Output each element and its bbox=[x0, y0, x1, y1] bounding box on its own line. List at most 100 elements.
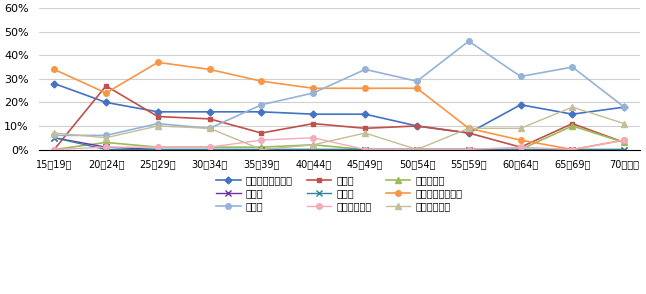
転　動 bbox=[620, 141, 628, 144]
Line: 生活の利便性: 生活の利便性 bbox=[52, 104, 627, 152]
住　宅 bbox=[568, 65, 576, 69]
住　宅 bbox=[465, 39, 473, 43]
就　学 bbox=[413, 148, 421, 151]
卒　業 bbox=[206, 148, 214, 151]
住　宅 bbox=[361, 68, 369, 71]
生活の利便性 bbox=[361, 131, 369, 135]
住　宅 bbox=[258, 103, 266, 106]
転　動 bbox=[517, 146, 525, 149]
生活の利便性 bbox=[309, 143, 317, 147]
卒　業 bbox=[102, 148, 110, 151]
生活の利便性 bbox=[568, 105, 576, 109]
Line: 就職・転職・転業: 就職・転職・転業 bbox=[52, 81, 627, 136]
就　学 bbox=[258, 148, 266, 151]
交通の利便性 bbox=[568, 148, 576, 151]
退職・廃業 bbox=[154, 146, 162, 149]
生活の利便性 bbox=[413, 148, 421, 151]
就職・転職・転業 bbox=[309, 112, 317, 116]
就　学 bbox=[102, 146, 110, 149]
結婚・離婚・縁組 bbox=[620, 138, 628, 142]
住　宅 bbox=[154, 122, 162, 125]
交通の利便性 bbox=[102, 146, 110, 149]
結婚・離婚・縁組 bbox=[102, 91, 110, 95]
卒　業 bbox=[50, 136, 58, 139]
生活の利便性 bbox=[258, 148, 266, 151]
就職・転職・転業 bbox=[465, 131, 473, 135]
生活の利便性 bbox=[50, 131, 58, 135]
交通の利便性 bbox=[50, 148, 58, 151]
Line: 転　動: 転 動 bbox=[52, 83, 627, 152]
就職・転職・転業 bbox=[258, 110, 266, 113]
転　動 bbox=[50, 148, 58, 151]
卒　業 bbox=[154, 148, 162, 151]
交通の利便性 bbox=[413, 148, 421, 151]
就職・転職・転業 bbox=[568, 112, 576, 116]
交通の利便性 bbox=[517, 146, 525, 149]
就　学 bbox=[50, 136, 58, 139]
就　学 bbox=[465, 148, 473, 151]
生活の利便性 bbox=[102, 136, 110, 139]
退職・廃業 bbox=[517, 148, 525, 151]
Line: 退職・廃業: 退職・廃業 bbox=[52, 123, 627, 152]
交通の利便性 bbox=[361, 148, 369, 151]
結婚・離婚・縁組 bbox=[361, 86, 369, 90]
生活の利便性 bbox=[465, 126, 473, 130]
退職・廃業 bbox=[568, 124, 576, 128]
卒　業 bbox=[517, 148, 525, 151]
結婚・離婚・縁組 bbox=[50, 68, 58, 71]
Line: 就　学: 就 学 bbox=[52, 135, 627, 152]
転　動 bbox=[258, 131, 266, 135]
転　動 bbox=[413, 124, 421, 128]
卒　業 bbox=[620, 148, 628, 151]
就　学 bbox=[568, 148, 576, 151]
生活の利便性 bbox=[206, 126, 214, 130]
退職・廃業 bbox=[50, 148, 58, 151]
住　宅 bbox=[413, 79, 421, 83]
結婚・離婚・縁組 bbox=[568, 148, 576, 151]
結婚・離婚・縁組 bbox=[517, 138, 525, 142]
退職・廃業 bbox=[309, 143, 317, 147]
退職・廃業 bbox=[413, 148, 421, 151]
住　宅 bbox=[206, 126, 214, 130]
就　学 bbox=[206, 148, 214, 151]
生活の利便性 bbox=[620, 122, 628, 125]
就　学 bbox=[154, 148, 162, 151]
結婚・離婚・縁組 bbox=[465, 126, 473, 130]
生活の利便性 bbox=[154, 124, 162, 128]
Line: 卒　業: 卒 業 bbox=[52, 135, 627, 152]
就職・転職・転業 bbox=[50, 82, 58, 85]
就　学 bbox=[309, 148, 317, 151]
就職・転職・転業 bbox=[620, 105, 628, 109]
Line: 住　宅: 住 宅 bbox=[52, 39, 627, 138]
交通の利便性 bbox=[258, 138, 266, 142]
転　動 bbox=[361, 126, 369, 130]
住　宅 bbox=[309, 91, 317, 95]
就　学 bbox=[620, 148, 628, 151]
退職・廃業 bbox=[361, 148, 369, 151]
Line: 交通の利便性: 交通の利便性 bbox=[52, 135, 627, 152]
結婚・離婚・縁組 bbox=[206, 68, 214, 71]
Legend: 就職・転職・転業, 就　学, 住　宅, 転　動, 卒　業, 交通の利便性, 退職・廃業, 結婚・離婚・縁組, 生活の利便性: 就職・転職・転業, 就 学, 住 宅, 転 動, 卒 業, 交通の利便性, 退職… bbox=[213, 171, 466, 215]
就職・転職・転業 bbox=[154, 110, 162, 113]
結婚・離婚・縁組 bbox=[154, 61, 162, 64]
住　宅 bbox=[517, 75, 525, 78]
卒　業 bbox=[309, 148, 317, 151]
生活の利便性 bbox=[517, 126, 525, 130]
転　動 bbox=[568, 122, 576, 125]
交通の利便性 bbox=[309, 136, 317, 139]
Line: 結婚・離婚・縁組: 結婚・離婚・縁組 bbox=[52, 60, 627, 152]
就　学 bbox=[517, 148, 525, 151]
退職・廃業 bbox=[102, 141, 110, 144]
就　学 bbox=[361, 148, 369, 151]
卒　業 bbox=[361, 148, 369, 151]
転　動 bbox=[154, 115, 162, 118]
結婚・離婚・縁組 bbox=[413, 86, 421, 90]
転　動 bbox=[206, 117, 214, 121]
交通の利便性 bbox=[154, 146, 162, 149]
結婚・離婚・縁組 bbox=[309, 86, 317, 90]
就職・転職・転業 bbox=[517, 103, 525, 106]
就職・転職・転業 bbox=[102, 101, 110, 104]
就職・転職・転業 bbox=[206, 110, 214, 113]
卒　業 bbox=[413, 148, 421, 151]
就職・転職・転業 bbox=[361, 112, 369, 116]
